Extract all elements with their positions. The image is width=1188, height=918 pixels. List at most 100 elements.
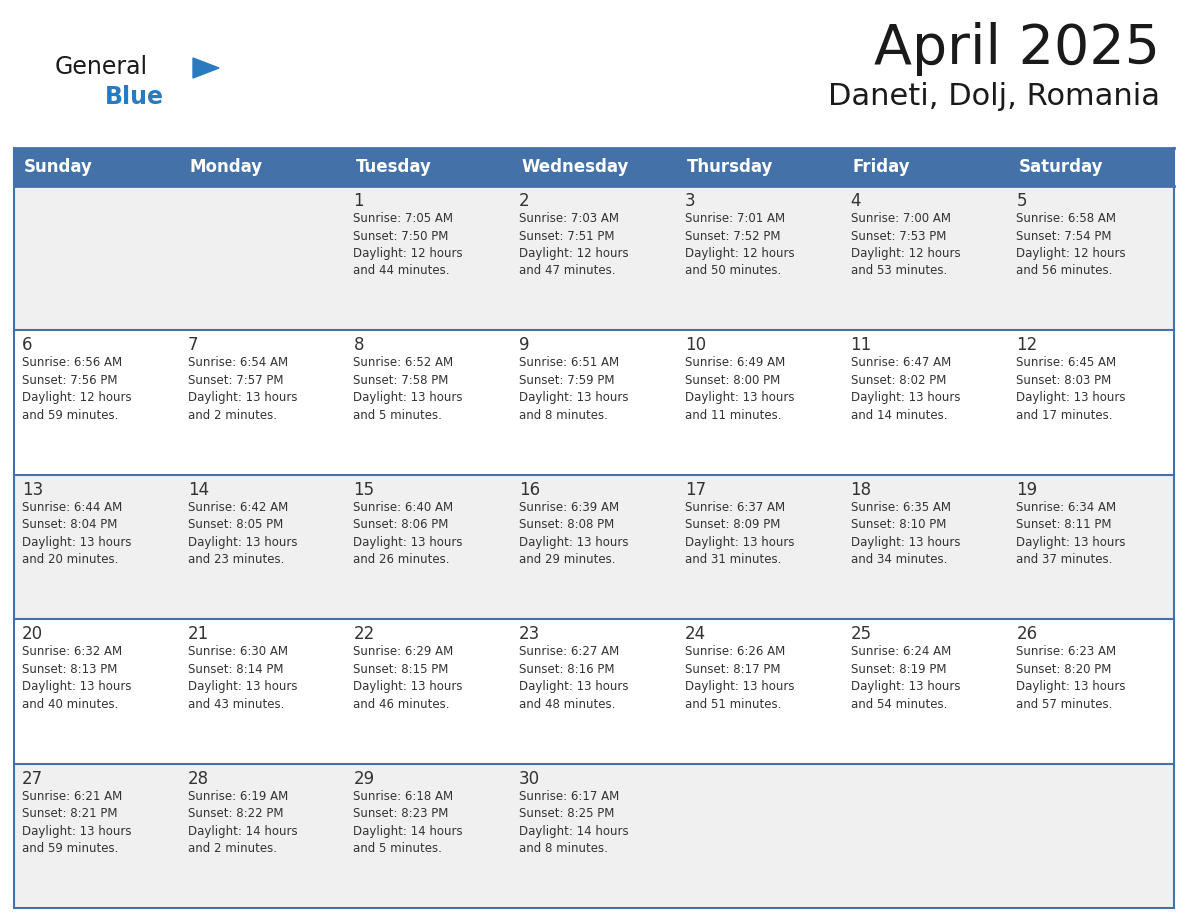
Bar [1009,148,1174,186]
Text: 16: 16 [519,481,541,498]
Bar [1009,475,1174,620]
Bar [346,186,511,330]
Text: Sunrise: 6:23 AM
Sunset: 8:20 PM
Daylight: 13 hours
and 57 minutes.: Sunrise: 6:23 AM Sunset: 8:20 PM Dayligh… [1016,645,1126,711]
Bar [842,186,1009,330]
Bar [179,148,346,186]
Bar [511,764,677,908]
Bar [1009,186,1174,330]
Bar [346,330,511,475]
Text: Sunrise: 7:01 AM
Sunset: 7:52 PM
Daylight: 12 hours
and 50 minutes.: Sunrise: 7:01 AM Sunset: 7:52 PM Dayligh… [684,212,795,277]
Text: 25: 25 [851,625,872,644]
Text: Monday: Monday [190,158,263,176]
Text: Sunrise: 6:39 AM
Sunset: 8:08 PM
Daylight: 13 hours
and 29 minutes.: Sunrise: 6:39 AM Sunset: 8:08 PM Dayligh… [519,501,628,566]
Text: Sunrise: 6:29 AM
Sunset: 8:15 PM
Daylight: 13 hours
and 46 minutes.: Sunrise: 6:29 AM Sunset: 8:15 PM Dayligh… [353,645,463,711]
Text: Sunrise: 7:00 AM
Sunset: 7:53 PM
Daylight: 12 hours
and 53 minutes.: Sunrise: 7:00 AM Sunset: 7:53 PM Dayligh… [851,212,960,277]
Bar [14,330,179,475]
Text: Sunrise: 7:03 AM
Sunset: 7:51 PM
Daylight: 12 hours
and 47 minutes.: Sunrise: 7:03 AM Sunset: 7:51 PM Dayligh… [519,212,628,277]
Text: Saturday: Saturday [1018,158,1102,176]
Text: Friday: Friday [853,158,910,176]
Bar [14,186,179,330]
Bar [346,620,511,764]
Text: April 2025: April 2025 [874,22,1159,76]
Text: 29: 29 [353,769,374,788]
Text: Sunrise: 6:44 AM
Sunset: 8:04 PM
Daylight: 13 hours
and 20 minutes.: Sunrise: 6:44 AM Sunset: 8:04 PM Dayligh… [23,501,132,566]
Text: 12: 12 [1016,336,1037,354]
Bar [677,764,842,908]
Text: Sunrise: 6:21 AM
Sunset: 8:21 PM
Daylight: 13 hours
and 59 minutes.: Sunrise: 6:21 AM Sunset: 8:21 PM Dayligh… [23,789,132,855]
Text: Wednesday: Wednesday [522,158,628,176]
Bar [346,148,511,186]
Text: 28: 28 [188,769,209,788]
Bar [14,148,179,186]
Text: Blue: Blue [105,85,164,109]
Bar [677,475,842,620]
Bar [1009,330,1174,475]
Text: Sunrise: 7:05 AM
Sunset: 7:50 PM
Daylight: 12 hours
and 44 minutes.: Sunrise: 7:05 AM Sunset: 7:50 PM Dayligh… [353,212,463,277]
Text: 14: 14 [188,481,209,498]
Bar [511,330,677,475]
Text: 2: 2 [519,192,530,210]
Text: 15: 15 [353,481,374,498]
Polygon shape [192,58,219,78]
Text: 22: 22 [353,625,374,644]
Text: Daneti, Dolj, Romania: Daneti, Dolj, Romania [828,82,1159,111]
Text: Sunrise: 6:17 AM
Sunset: 8:25 PM
Daylight: 14 hours
and 8 minutes.: Sunrise: 6:17 AM Sunset: 8:25 PM Dayligh… [519,789,628,855]
Text: Sunrise: 6:34 AM
Sunset: 8:11 PM
Daylight: 13 hours
and 37 minutes.: Sunrise: 6:34 AM Sunset: 8:11 PM Dayligh… [1016,501,1126,566]
Text: 30: 30 [519,769,541,788]
Text: Tuesday: Tuesday [355,158,431,176]
Bar [677,148,842,186]
Bar [14,620,179,764]
Bar [346,475,511,620]
Text: Sunrise: 6:42 AM
Sunset: 8:05 PM
Daylight: 13 hours
and 23 minutes.: Sunrise: 6:42 AM Sunset: 8:05 PM Dayligh… [188,501,297,566]
Bar [842,148,1009,186]
Text: 8: 8 [353,336,364,354]
Text: 19: 19 [1016,481,1037,498]
Bar [511,475,677,620]
Bar [677,330,842,475]
Text: Sunrise: 6:45 AM
Sunset: 8:03 PM
Daylight: 13 hours
and 17 minutes.: Sunrise: 6:45 AM Sunset: 8:03 PM Dayligh… [1016,356,1126,422]
Bar [842,764,1009,908]
Text: Sunrise: 6:32 AM
Sunset: 8:13 PM
Daylight: 13 hours
and 40 minutes.: Sunrise: 6:32 AM Sunset: 8:13 PM Dayligh… [23,645,132,711]
Text: Thursday: Thursday [687,158,773,176]
Bar [1009,764,1174,908]
Bar [842,620,1009,764]
Text: 18: 18 [851,481,872,498]
Text: 10: 10 [684,336,706,354]
Text: 1: 1 [353,192,364,210]
Text: General: General [55,55,148,79]
Text: 11: 11 [851,336,872,354]
Text: Sunrise: 6:35 AM
Sunset: 8:10 PM
Daylight: 13 hours
and 34 minutes.: Sunrise: 6:35 AM Sunset: 8:10 PM Dayligh… [851,501,960,566]
Text: 4: 4 [851,192,861,210]
Text: Sunrise: 6:40 AM
Sunset: 8:06 PM
Daylight: 13 hours
and 26 minutes.: Sunrise: 6:40 AM Sunset: 8:06 PM Dayligh… [353,501,463,566]
Text: Sunrise: 6:58 AM
Sunset: 7:54 PM
Daylight: 12 hours
and 56 minutes.: Sunrise: 6:58 AM Sunset: 7:54 PM Dayligh… [1016,212,1126,277]
Bar [1009,620,1174,764]
Bar [677,620,842,764]
Bar [346,764,511,908]
Bar [511,620,677,764]
Text: 13: 13 [23,481,43,498]
Text: Sunrise: 6:19 AM
Sunset: 8:22 PM
Daylight: 14 hours
and 2 minutes.: Sunrise: 6:19 AM Sunset: 8:22 PM Dayligh… [188,789,297,855]
Text: 7: 7 [188,336,198,354]
Bar [511,186,677,330]
Text: Sunrise: 6:52 AM
Sunset: 7:58 PM
Daylight: 13 hours
and 5 minutes.: Sunrise: 6:52 AM Sunset: 7:58 PM Dayligh… [353,356,463,422]
Bar [14,764,179,908]
Text: 20: 20 [23,625,43,644]
Bar [179,764,346,908]
Text: 17: 17 [684,481,706,498]
Text: Sunrise: 6:24 AM
Sunset: 8:19 PM
Daylight: 13 hours
and 54 minutes.: Sunrise: 6:24 AM Sunset: 8:19 PM Dayligh… [851,645,960,711]
Text: 23: 23 [519,625,541,644]
Text: Sunrise: 6:27 AM
Sunset: 8:16 PM
Daylight: 13 hours
and 48 minutes.: Sunrise: 6:27 AM Sunset: 8:16 PM Dayligh… [519,645,628,711]
Bar [842,330,1009,475]
Text: 24: 24 [684,625,706,644]
Text: Sunrise: 6:47 AM
Sunset: 8:02 PM
Daylight: 13 hours
and 14 minutes.: Sunrise: 6:47 AM Sunset: 8:02 PM Dayligh… [851,356,960,422]
Text: 5: 5 [1016,192,1026,210]
Text: Sunrise: 6:54 AM
Sunset: 7:57 PM
Daylight: 13 hours
and 2 minutes.: Sunrise: 6:54 AM Sunset: 7:57 PM Dayligh… [188,356,297,422]
Text: Sunrise: 6:51 AM
Sunset: 7:59 PM
Daylight: 13 hours
and 8 minutes.: Sunrise: 6:51 AM Sunset: 7:59 PM Dayligh… [519,356,628,422]
Text: Sunrise: 6:37 AM
Sunset: 8:09 PM
Daylight: 13 hours
and 31 minutes.: Sunrise: 6:37 AM Sunset: 8:09 PM Dayligh… [684,501,795,566]
Text: Sunrise: 6:18 AM
Sunset: 8:23 PM
Daylight: 14 hours
and 5 minutes.: Sunrise: 6:18 AM Sunset: 8:23 PM Dayligh… [353,789,463,855]
Bar [179,475,346,620]
Text: 21: 21 [188,625,209,644]
Bar [179,330,346,475]
Text: 9: 9 [519,336,530,354]
Bar [14,475,179,620]
